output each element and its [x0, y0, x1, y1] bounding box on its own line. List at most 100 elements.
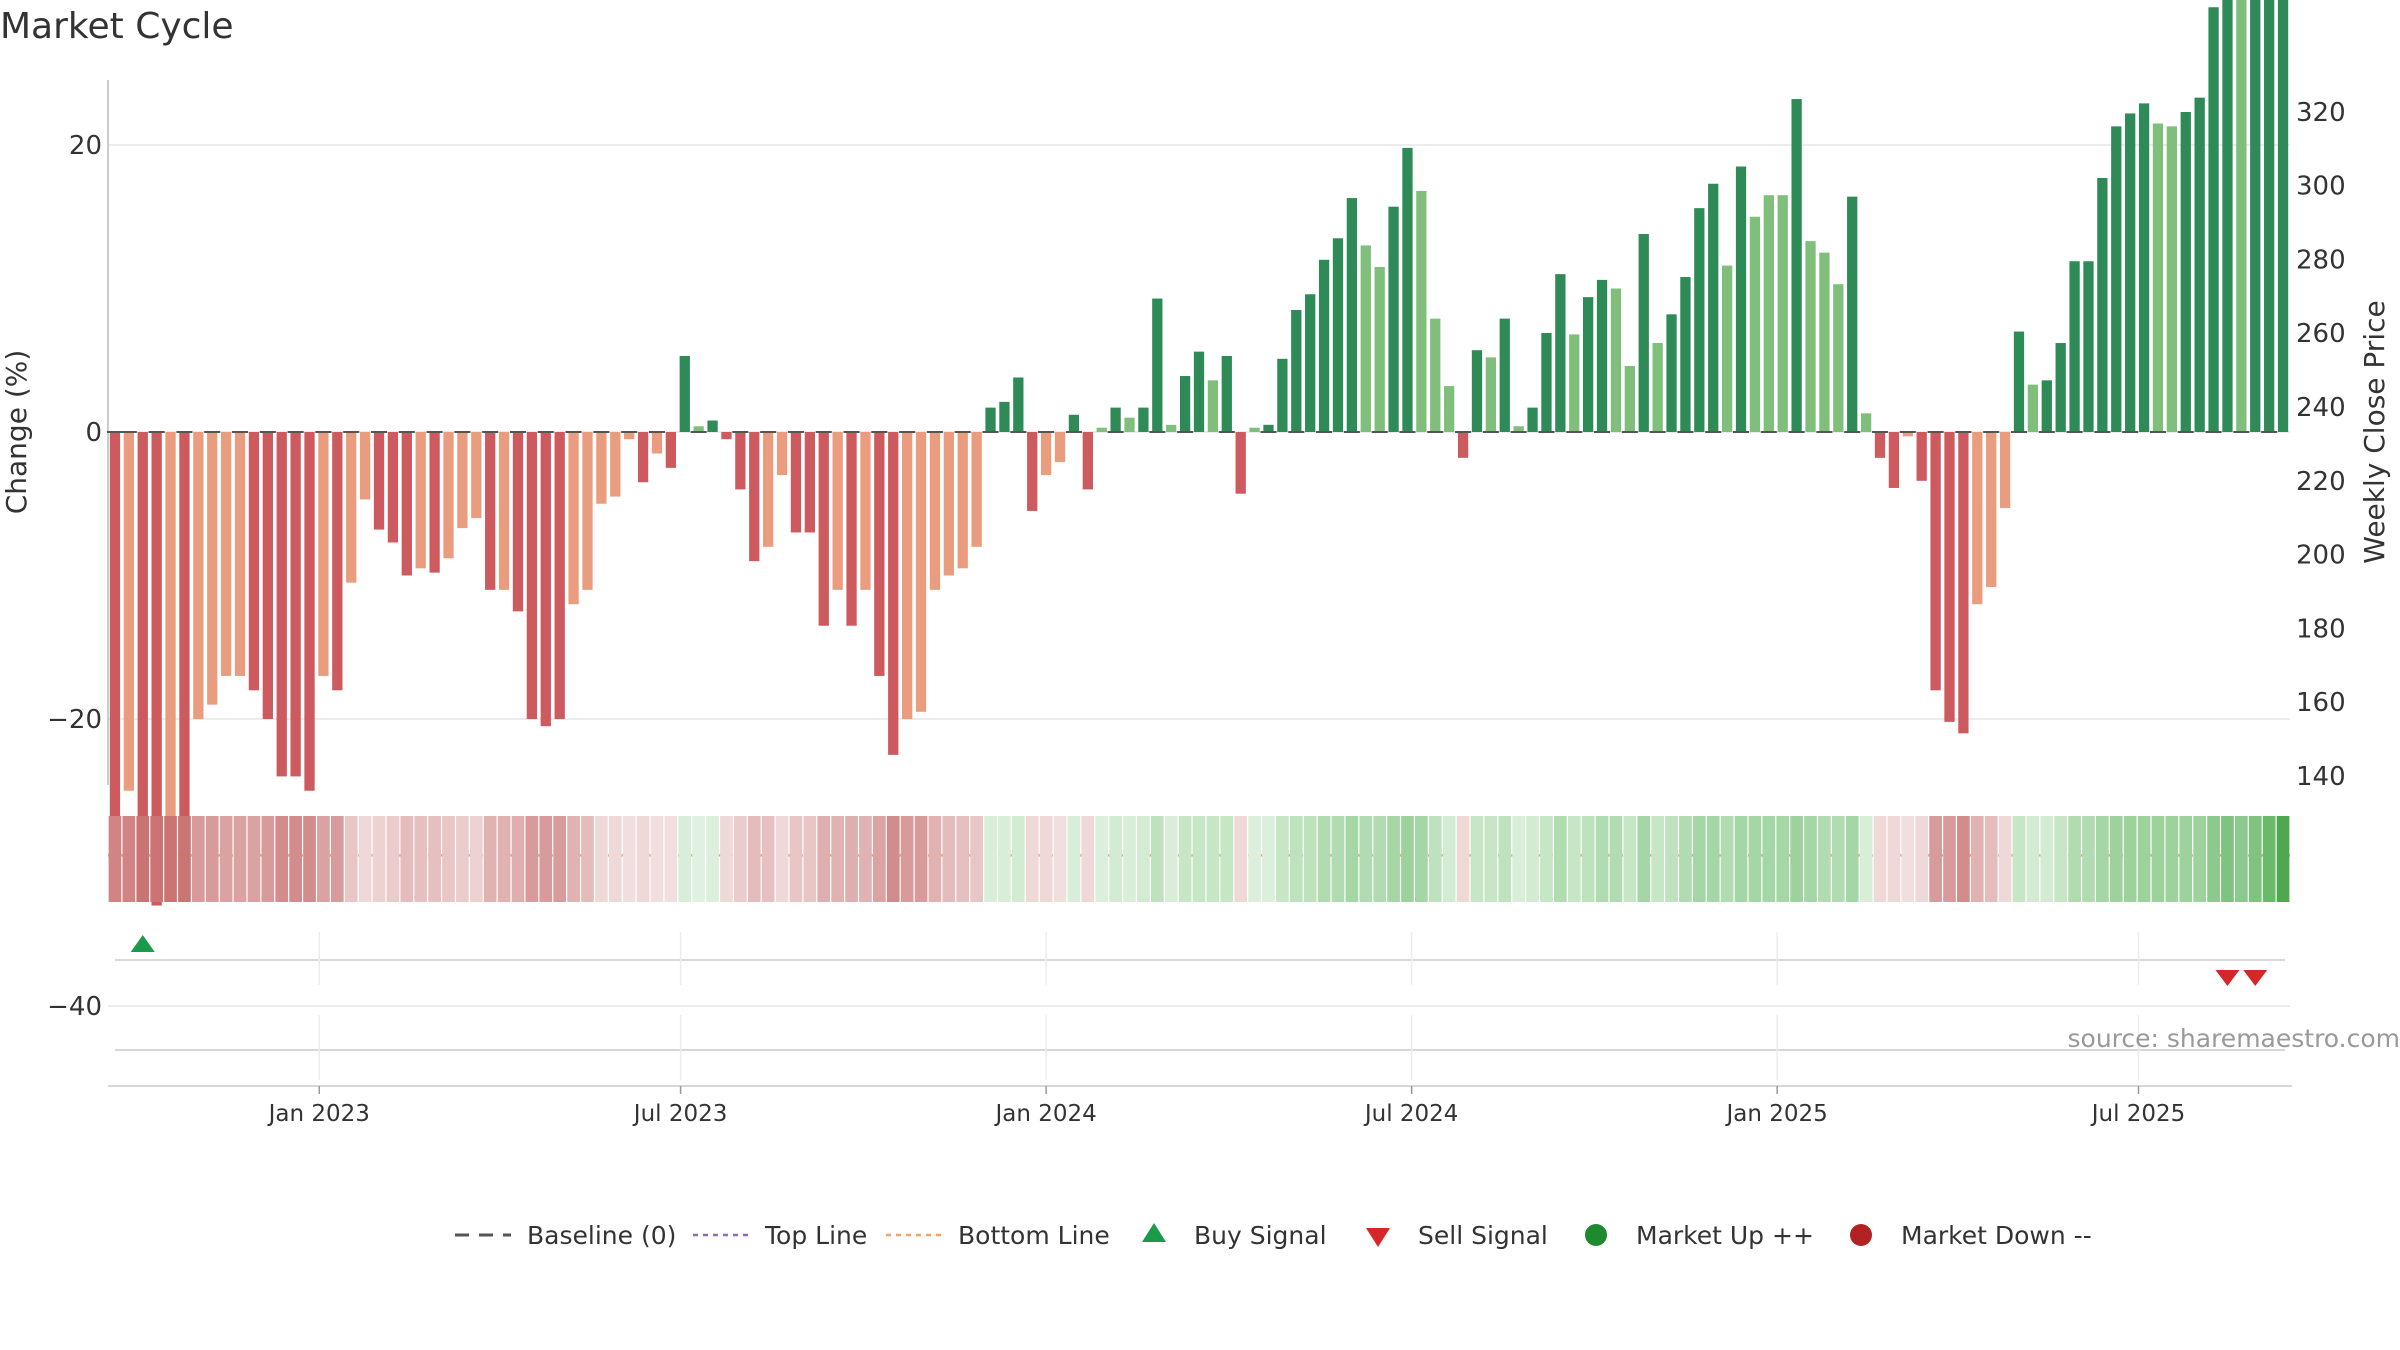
change-bar	[693, 426, 704, 432]
heat-cell	[1609, 816, 1623, 902]
change-bar	[304, 432, 315, 791]
heat-cell	[1359, 816, 1373, 902]
change-bar	[2250, 0, 2261, 433]
change-bar	[1263, 424, 1274, 432]
legend-swatch	[1142, 1223, 1166, 1242]
heat-cell	[928, 816, 942, 902]
heat-cell	[178, 816, 191, 902]
change-bar	[1471, 350, 1483, 432]
change-bar	[1416, 190, 1427, 432]
change-bar	[2013, 331, 2025, 432]
change-bar	[415, 432, 426, 569]
change-bar	[1054, 432, 1066, 463]
heat-cell	[1456, 816, 1470, 902]
change-bar	[624, 432, 635, 440]
change-bar	[2166, 126, 2178, 432]
change-bar	[2097, 178, 2108, 432]
signal-panel	[108, 932, 2292, 1087]
change-bar	[2236, 0, 2247, 433]
change-bar	[1735, 166, 1747, 432]
change-bar	[637, 432, 649, 483]
heat-cell	[1317, 816, 1331, 902]
heat-cell	[1095, 816, 1109, 902]
change-bar	[2083, 261, 2094, 432]
heat-cell	[1748, 816, 1762, 902]
heat-cell	[303, 816, 316, 902]
change-bar	[610, 432, 621, 497]
heat-cell	[1776, 816, 1790, 902]
change-bar	[582, 432, 593, 590]
heat-cell	[1887, 816, 1901, 902]
heat-cell	[2096, 816, 2109, 902]
change-bar	[346, 432, 357, 583]
legend-label: Baseline (0)	[527, 1221, 676, 1250]
heat-cell	[1637, 816, 1651, 902]
heat-cell	[803, 816, 817, 902]
change-bar	[151, 432, 162, 906]
heat-cell	[539, 816, 553, 902]
heat-cell	[747, 816, 761, 902]
heat-cell	[2179, 816, 2193, 902]
heat-cell	[692, 816, 706, 902]
heat-cell	[1567, 816, 1581, 902]
change-bar	[1791, 99, 1802, 432]
heat-cell	[1651, 816, 1664, 902]
heat-cell	[595, 816, 608, 902]
heat-cell	[1706, 816, 1720, 902]
heat-cell	[1025, 816, 1039, 902]
change-bar	[1527, 407, 1538, 432]
heat-cell	[2207, 816, 2220, 902]
right-tick-label: 200	[2296, 541, 2346, 571]
change-bar	[1499, 318, 1510, 432]
heat-cell	[1720, 816, 1734, 902]
heat-cell	[344, 816, 358, 902]
change-bar	[2222, 0, 2233, 432]
change-bar	[1388, 206, 1399, 432]
change-bar	[443, 432, 454, 559]
heat-cell	[2221, 816, 2234, 902]
heat-cell	[483, 816, 497, 902]
heat-cell	[2262, 816, 2276, 902]
change-bar	[1749, 216, 1761, 432]
change-bar	[1930, 432, 1941, 691]
change-bar	[332, 432, 343, 691]
change-bar	[1166, 424, 1177, 432]
heat-cell	[2026, 816, 2040, 902]
change-bar	[1986, 432, 1997, 587]
change-bar	[207, 432, 218, 705]
change-bar	[2277, 0, 2289, 432]
heat-cell	[164, 816, 177, 902]
legend: Baseline (0) Top Line Bottom Line Buy Signa…	[455, 1221, 2092, 1250]
heat-cell	[664, 816, 678, 902]
heat-cell	[581, 816, 594, 902]
heat-cell	[1915, 816, 1929, 902]
change-bar	[1805, 241, 1816, 432]
change-bar	[2194, 97, 2205, 433]
change-bar	[471, 432, 482, 519]
change-bar	[1277, 358, 1288, 432]
change-bar	[943, 432, 954, 576]
heat-cell	[998, 816, 1011, 902]
change-bar	[485, 432, 496, 590]
change-bar	[901, 432, 913, 719]
change-bar	[2027, 384, 2039, 432]
x-tick-label: Jan 2025	[1725, 1101, 1828, 1127]
heat-cell	[553, 816, 567, 902]
heat-cell	[1081, 816, 1095, 902]
heat-cell	[247, 816, 261, 902]
right-axis-ticks: 320 300 280 260 240 220 200 180 160 140	[2296, 98, 2346, 792]
heat-cell	[1581, 816, 1595, 902]
cycle-heatmap-strip	[108, 816, 2290, 902]
heat-cell	[775, 816, 789, 902]
right-tick-label: 160	[2296, 688, 2346, 718]
left-tick-label: −20	[47, 705, 102, 735]
change-bar	[790, 432, 802, 533]
heat-cell	[261, 816, 275, 902]
change-bar	[1444, 386, 1455, 432]
change-bar	[359, 432, 371, 500]
heat-cell	[442, 816, 455, 902]
change-bar	[1596, 279, 1608, 432]
change-bar	[1847, 196, 1858, 432]
heat-cell	[859, 816, 872, 902]
heat-cell	[150, 816, 163, 902]
